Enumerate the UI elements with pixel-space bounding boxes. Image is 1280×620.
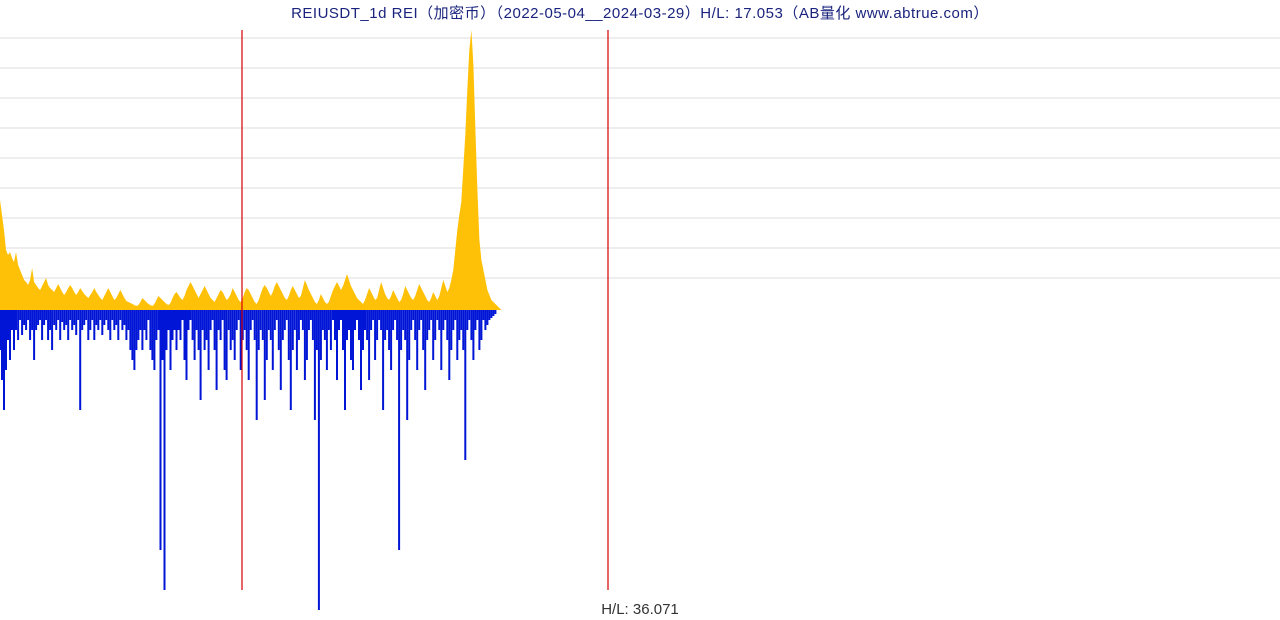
oscillator-chart [0,0,1280,620]
chart-bottom-label: H/L: 36.071 [0,601,1280,618]
